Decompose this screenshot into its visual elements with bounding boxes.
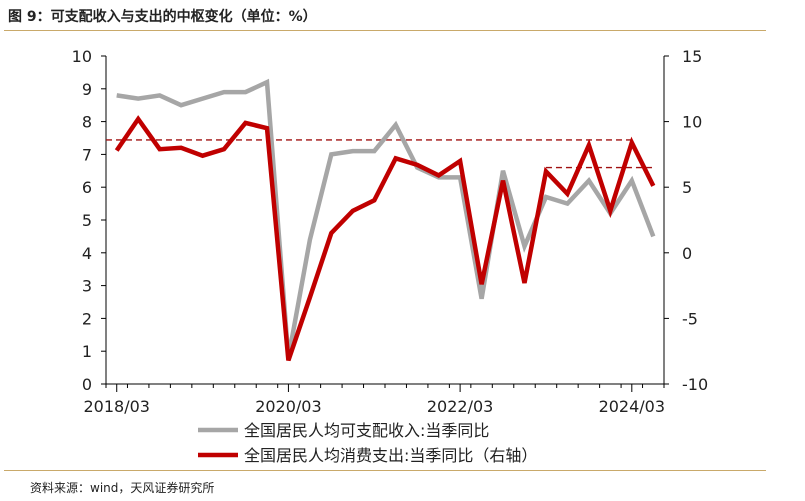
income-series-line [116, 78, 656, 359]
right-axis-tick-label: 10 [682, 113, 702, 132]
top-rule [4, 30, 766, 31]
left-axis-tick-label: 8 [82, 113, 92, 132]
legend-label: 全国居民人均可支配收入:当季同比 [244, 421, 489, 440]
left-axis-tick-label: 2 [82, 309, 92, 328]
x-axis-tick-label: 2024/03 [599, 397, 665, 416]
left-axis-tick-label: 10 [72, 47, 92, 66]
source-note: 资料来源：wind，天风证券研究所 [30, 481, 215, 495]
figure-title: 图 9：可支配收入与支出的中枢变化（单位：%） [8, 9, 317, 25]
legend-label: 全国居民人均消费支出:当季同比（右轴） [244, 446, 537, 465]
left-axis-tick-label: 1 [82, 342, 92, 361]
right-axis-tick-label: -5 [682, 309, 698, 328]
reference-lines [106, 139, 654, 169]
x-axis-tick-label: 2020/03 [255, 397, 321, 416]
left-axis-tick-label: 6 [82, 178, 92, 197]
left-axis-tick-label: 5 [82, 211, 92, 230]
left-axis-tick-label: 0 [82, 375, 92, 394]
right-axis-tick-label: 15 [682, 47, 702, 66]
left-axis-tick-label: 4 [82, 244, 92, 263]
left-axis-tick-label: 7 [82, 145, 92, 164]
right-axis-tick-label: 0 [682, 244, 692, 263]
right-axis-tick-label: 5 [682, 178, 692, 197]
chart-axes: 0 1 2 3 4 5 6 7 8 9 10 -10 -5 0 5 10 15 2018/03 2020/03 202… [72, 47, 709, 416]
consumption-series-line [114, 115, 656, 362]
left-axis-tick-label: 3 [82, 277, 92, 296]
right-axis-tick-label: -10 [682, 375, 708, 394]
x-axis-tick-label: 2022/03 [427, 397, 493, 416]
series-lines [114, 78, 656, 362]
bottom-rule [4, 470, 766, 471]
left-axis-tick-label: 9 [82, 80, 92, 99]
x-axis-tick-label: 2018/03 [83, 397, 149, 416]
